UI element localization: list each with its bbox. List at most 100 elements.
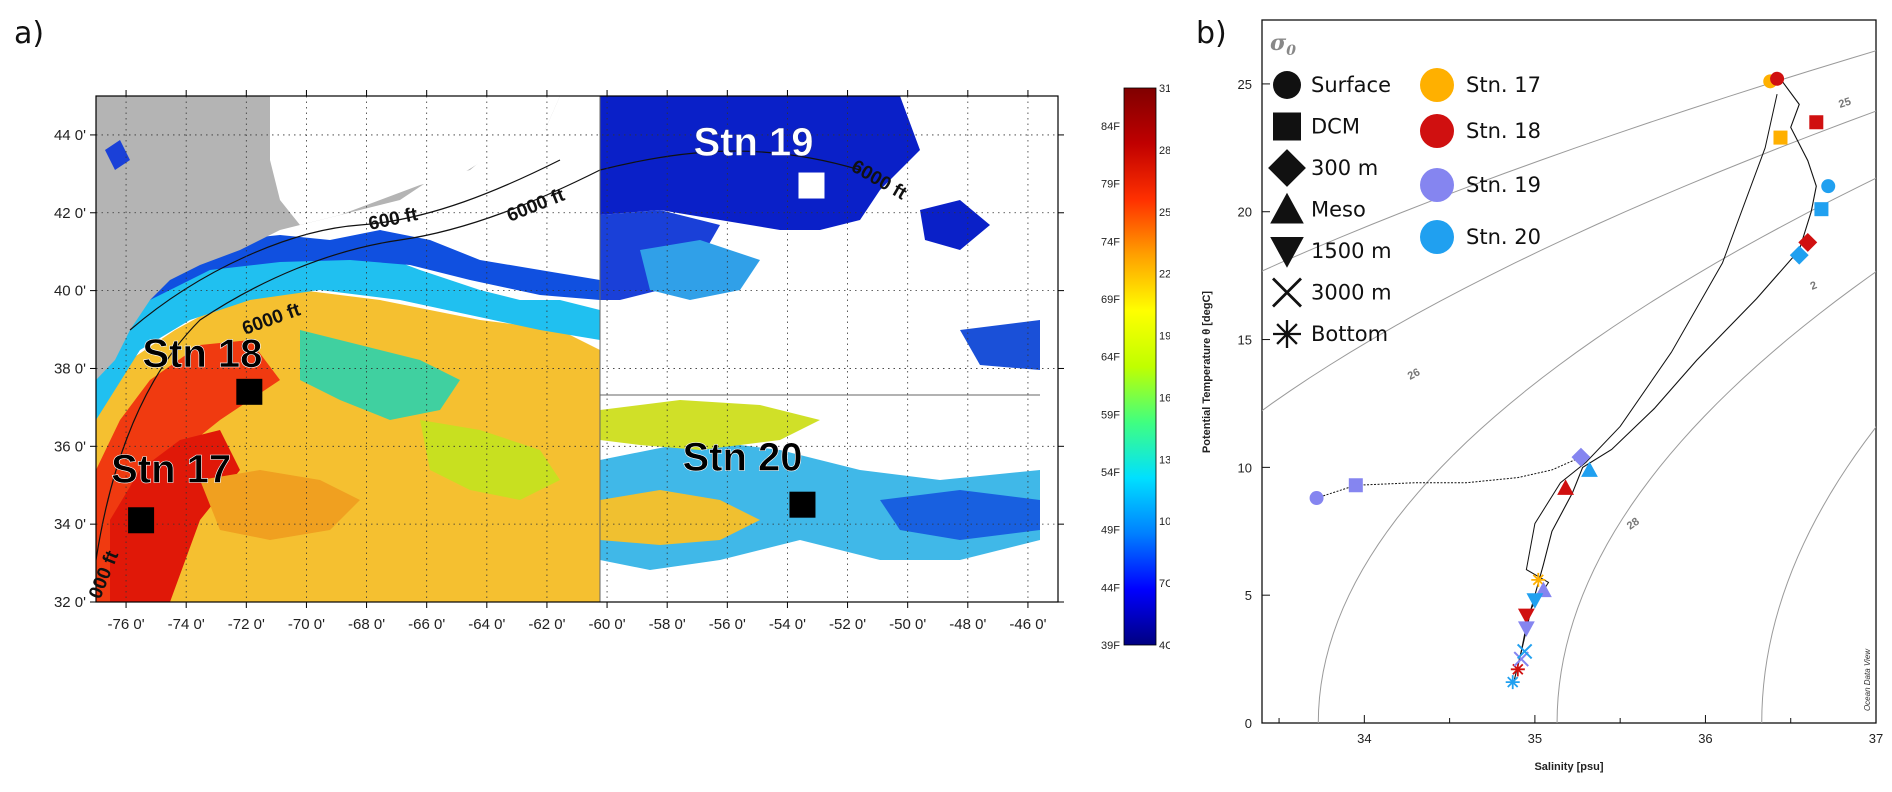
gulf-st-lawrence [105,140,130,170]
ts-ticks: 34 35 36 37 0 5 10 15 20 25 [1238,77,1884,746]
marker-diamond [1798,232,1818,252]
marker-asterisk [1510,662,1525,677]
colorbar-fahrenheit-label: 54F [1101,467,1120,479]
marker-diamond [1268,149,1306,187]
marker-square [1814,202,1829,217]
x-tick-label: -70 0' [288,616,325,633]
colorbar-celsius-label: 31C [1159,83,1170,95]
marker-triangle-down [1517,621,1535,637]
panel-b-label: b) [1196,16,1227,51]
marker-square [1773,130,1788,145]
x-tick-label: -52 0' [829,616,866,633]
sst-lower-cold [880,490,1040,540]
sst-lower-warm [600,490,760,545]
map-frame [95,95,1059,603]
station-label: Stn 17 [111,447,231,491]
colorbar-fahrenheit-label: 49F [1101,525,1120,537]
legend-station-swatch [1420,168,1454,202]
x-tick-label: 37 [1869,731,1883,746]
station-label: Stn 19 [693,121,813,165]
sst-upper-cold [600,96,920,230]
sst-map-area [96,96,1058,602]
sst-hot-core [110,430,240,602]
ts-markers [1309,71,1836,690]
colorbar-fahrenheit-label: 39F [1101,640,1120,652]
marker-square [1273,112,1301,141]
x-tick-label: -74 0' [168,616,205,633]
sst-map-chart: -76 0' -74 0' -72 0' -70 0' -68 0' -66 0' -64 … [54,83,1170,652]
x-tick-label: 36 [1698,731,1712,746]
isopycnal-line [1262,50,1876,272]
isopycnal-lines: 25 26 28 2 [1262,50,1876,723]
x-tick-label: -62 0' [528,616,565,633]
x-axis-label: Salinity [psu] [1534,761,1603,773]
x-tick-label: 34 [1357,731,1371,746]
marker-triangle-up [1270,192,1304,224]
marker-cross [1272,277,1302,308]
colorbar-fahrenheit-label: 79F [1101,179,1120,191]
colorbar-celsius-label: 28C [1159,145,1170,157]
marker-circle [1273,71,1301,99]
x-tick-label: -54 0' [769,616,806,633]
legend-station-label: Stn. 17 [1466,73,1541,97]
marker-asterisk [1505,675,1520,690]
colorbar: 31C 84F 28C 79F 25C 74F 22C 69F 19C 64F 16C 59F 13C 5… [1101,83,1170,652]
colorbar-celsius-label: 19C [1159,331,1170,343]
marker-square [1348,478,1363,493]
sst-upper-east [960,320,1040,370]
legend-marker-label: 3000 m [1311,281,1392,305]
y-tick-label: 20 [1238,205,1252,220]
legend-station-swatch [1420,68,1454,102]
marker-circle [1309,491,1324,506]
x-tick-label: -72 0' [228,616,265,633]
colorbar-fahrenheit-label: 84F [1101,121,1120,133]
profile-trace-stn19 [1316,456,1582,499]
y-tick-label: 10 [1238,460,1252,475]
marker-triangle-up [1557,479,1574,495]
legend-station-label: Stn. 19 [1466,173,1541,197]
isopycnal-label: 28 [1625,516,1642,533]
legend-marker-label: Surface [1311,73,1391,97]
sigma-symbol: σ [1270,30,1287,56]
legend-marker-label: Bottom [1311,322,1388,346]
marker-square [1809,115,1824,130]
x-tick-label: -58 0' [649,616,686,633]
contour-600ft [129,159,561,331]
sst-eddy-1 [300,330,460,420]
colorbar-fahrenheit-label: 64F [1101,352,1120,364]
marker-cross [1513,651,1529,667]
marker-triangle-down [1270,237,1304,268]
marker-triangle-down [1526,593,1544,609]
y-tick-label: 38 0' [54,360,86,377]
colorbar-ramp [1123,87,1157,646]
isopycnal-line [1556,271,1876,723]
station-marker [798,172,825,199]
x-tick-label: -68 0' [348,616,385,633]
y-axis-label: Potential Temperature θ [degC] [1201,291,1213,454]
sst-lower-mid [600,400,820,450]
y-tick-label: 40 0' [54,283,86,300]
colorbar-fahrenheit-label: 69F [1101,294,1120,306]
colorbar-celsius-label: 13C [1159,454,1170,466]
marker-asterisk [1273,320,1301,348]
contour-6000ft [96,150,861,561]
legend-marker-label: 300 m [1311,156,1378,180]
land-clouded [270,96,560,225]
y-tick-label: 44 0' [54,127,86,144]
station-marker [789,491,816,518]
colorbar-celsius-label: 10C [1159,516,1170,528]
isopycnal-label: 26 [1406,366,1422,382]
station-label: Stn 20 [682,436,802,480]
sst-eddy-3 [200,470,360,540]
sst-upper-mid [640,240,760,300]
station-label: Stn 18 [142,332,262,376]
legend-marker-label: DCM [1311,115,1360,139]
marker-triangle-up [1581,461,1598,477]
y-tick-label: 5 [1245,588,1252,603]
isopycnal-label: 2 [1809,279,1819,292]
legend-marker-label: 1500 m [1311,239,1392,263]
isopycnal-line [1317,177,1876,723]
colorbar-celsius-label: 25C [1159,207,1170,219]
x-tick-label: -60 0' [589,616,626,633]
legend-station-swatch [1420,220,1454,254]
